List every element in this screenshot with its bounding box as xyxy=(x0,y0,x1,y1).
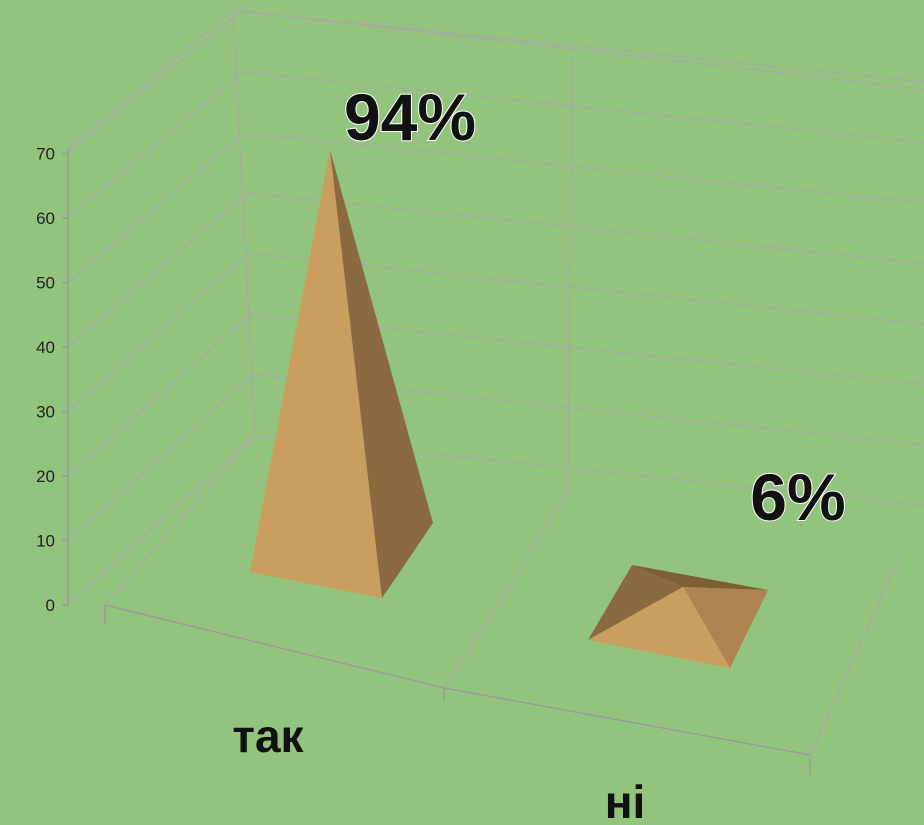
y-tick-label: 40 xyxy=(36,338,55,357)
side-wall-gridline xyxy=(67,132,246,283)
back-wall-divider xyxy=(567,57,573,494)
y-tick-label: 30 xyxy=(36,403,55,422)
y-tick-label: 10 xyxy=(36,532,55,551)
side-wall-gridline xyxy=(67,71,244,219)
bar-ni-right-face xyxy=(683,587,768,668)
back-wall-gridline xyxy=(242,71,924,143)
floor-divider xyxy=(443,492,569,689)
chart-walls xyxy=(66,9,924,756)
y-tick-label: 70 xyxy=(36,145,55,164)
y-tick-label: 0 xyxy=(46,596,55,615)
floor-left-edge xyxy=(104,434,256,606)
category-labels: так ні xyxy=(232,710,645,825)
back-wall-gridline xyxy=(246,192,924,264)
bar-ni-left-face xyxy=(588,565,683,640)
category-label-tak: так xyxy=(232,710,304,762)
data-labels: 94% 6% xyxy=(343,79,847,535)
side-wall-gridline xyxy=(67,434,256,606)
bar-tak-front-face xyxy=(250,150,382,598)
floor-right-edge xyxy=(809,555,901,756)
y-tick-labels: 0 10 20 30 40 50 60 70 xyxy=(36,145,55,616)
back-wall-top-line xyxy=(232,9,924,90)
side-wall-gridline xyxy=(67,192,248,348)
chart-axes xyxy=(62,150,811,775)
y-tick-label: 50 xyxy=(36,274,55,293)
side-wall-gridline xyxy=(67,11,242,154)
back-wall-gridline xyxy=(240,10,924,83)
category-label-ni: ні xyxy=(605,776,646,825)
side-wall-top-line xyxy=(66,9,234,151)
side-wall-gridline xyxy=(67,313,252,477)
bar-ni-front-face xyxy=(588,587,730,668)
y-tick-label: 60 xyxy=(36,209,55,228)
side-wall-gridline xyxy=(67,374,254,541)
side-wall-gridline xyxy=(67,253,250,412)
back-wall-gridline xyxy=(248,252,924,325)
back-wall-gridline xyxy=(244,131,924,204)
y-tick-label: 20 xyxy=(36,467,55,486)
data-label-tak: 94% xyxy=(344,80,476,154)
back-wall-left-edge xyxy=(232,9,256,436)
bar-ni-back-face xyxy=(632,565,768,590)
pyramid-marks xyxy=(250,150,768,668)
bar-tak-side-face xyxy=(330,150,433,598)
data-label-ni: 6% xyxy=(750,460,845,534)
